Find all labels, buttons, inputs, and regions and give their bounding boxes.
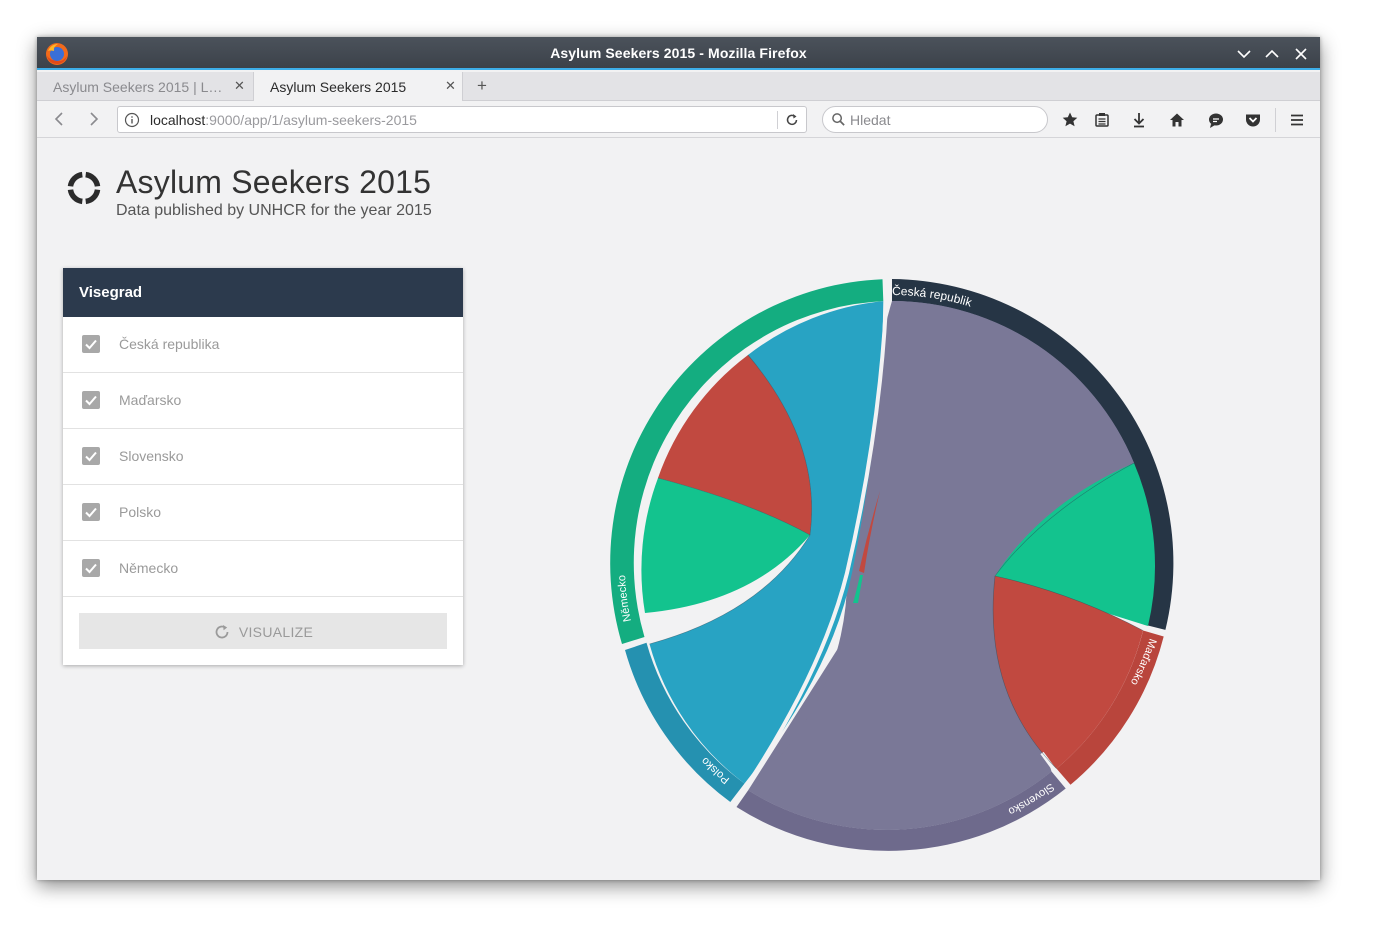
checkbox-checked[interactable] bbox=[82, 447, 100, 465]
tab-label: Asylum Seekers 2015 | L… bbox=[53, 79, 223, 95]
search-placeholder: Hledat bbox=[850, 112, 891, 128]
chord-ribbon-blue[interactable] bbox=[649, 301, 884, 784]
minimize-button[interactable] bbox=[1233, 43, 1255, 65]
country-row[interactable]: Česká republika bbox=[63, 317, 463, 373]
country-row[interactable]: Polsko bbox=[63, 485, 463, 541]
chord-ribbon-green-center[interactable] bbox=[853, 575, 863, 603]
chat-icon[interactable] bbox=[1207, 111, 1225, 129]
search-bar[interactable]: Hledat bbox=[822, 106, 1048, 133]
group-arc-madarsko[interactable] bbox=[1056, 630, 1164, 785]
bookmark-star-icon[interactable] bbox=[1061, 111, 1079, 129]
group-arc-slovensko[interactable] bbox=[736, 771, 1066, 851]
chord-ribbon-green-left[interactable] bbox=[641, 478, 810, 613]
chord-gap-line bbox=[1040, 751, 1066, 785]
checkbox-checked[interactable] bbox=[82, 503, 100, 521]
country-row[interactable]: Německo bbox=[63, 541, 463, 597]
maximize-button[interactable] bbox=[1261, 43, 1283, 65]
back-arrow-icon[interactable] bbox=[49, 109, 69, 129]
page-title: Asylum Seekers 2015 bbox=[116, 164, 432, 200]
group-arc-polsko[interactable] bbox=[625, 642, 745, 802]
ribbon-outline bbox=[992, 575, 1057, 769]
page-subtitle: Data published by UNHCR for the year 201… bbox=[116, 202, 432, 219]
checkmark-icon bbox=[85, 563, 97, 574]
chord-ribbon-red-center[interactable] bbox=[859, 491, 880, 573]
chord-ribbon-red-left[interactable] bbox=[658, 355, 812, 535]
chevron-down-icon bbox=[1237, 50, 1251, 59]
chord-ribbon-red-right[interactable] bbox=[993, 576, 1143, 769]
country-row[interactable]: Maďarsko bbox=[63, 373, 463, 429]
checkmark-icon bbox=[85, 451, 97, 462]
menu-hamburger-icon[interactable] bbox=[1288, 111, 1306, 129]
new-tab-button[interactable]: + bbox=[477, 76, 487, 95]
url-text: localhost:9000/app/1/asylum-seekers-2015 bbox=[150, 112, 417, 128]
info-icon[interactable] bbox=[124, 112, 140, 128]
checkbox-checked[interactable] bbox=[82, 335, 100, 353]
ribbon-outline bbox=[657, 477, 811, 536]
panel-heading: Visegrad bbox=[63, 268, 463, 317]
url-host: localhost bbox=[150, 112, 206, 128]
firefox-logo-icon bbox=[46, 43, 68, 65]
country-label: Česká republika bbox=[119, 336, 220, 352]
checkmark-icon bbox=[85, 339, 97, 350]
title-bar: Asylum Seekers 2015 - Mozilla Firefox bbox=[37, 37, 1320, 70]
close-icon bbox=[1295, 48, 1307, 60]
country-label: Slovensko bbox=[119, 448, 184, 464]
chord-ribbon-purple-main[interactable] bbox=[748, 301, 1134, 830]
chord-gap-line bbox=[1141, 626, 1167, 636]
bookmarks-list-icon[interactable] bbox=[1093, 111, 1111, 129]
group-arc-nemecko[interactable] bbox=[610, 279, 884, 644]
tab-bar: Asylum Seekers 2015 | L… ✕ Asylum Seeker… bbox=[37, 72, 1320, 102]
browser-window: Asylum Seekers 2015 - Mozilla Firefox As… bbox=[37, 37, 1320, 880]
checkbox-checked[interactable] bbox=[82, 559, 100, 577]
search-icon bbox=[832, 113, 845, 126]
country-filter-panel: Visegrad Česká republika Maďarsko Sloven… bbox=[63, 268, 463, 665]
tab-active[interactable]: Asylum Seekers 2015 ✕ bbox=[253, 72, 463, 102]
checkmark-icon bbox=[85, 507, 97, 518]
chord-diagram: Česká republika Maďarsko Slovensko Polsk… bbox=[602, 273, 1174, 851]
tab-close-icon[interactable]: ✕ bbox=[234, 78, 245, 93]
url-bar[interactable]: localhost:9000/app/1/asylum-seekers-2015 bbox=[117, 106, 807, 133]
url-path: :9000/app/1/asylum-seekers-2015 bbox=[205, 112, 417, 128]
forward-arrow-icon[interactable] bbox=[84, 109, 104, 129]
chord-ribbon-green-right[interactable] bbox=[995, 463, 1156, 626]
refresh-icon bbox=[215, 625, 229, 639]
country-label: Polsko bbox=[119, 504, 162, 520]
country-label: Německo bbox=[119, 560, 179, 576]
app-logo-icon bbox=[67, 171, 101, 205]
checkmark-icon bbox=[85, 395, 97, 406]
pocket-icon[interactable] bbox=[1244, 111, 1262, 129]
tab-close-icon[interactable]: ✕ bbox=[445, 78, 456, 93]
reload-icon[interactable] bbox=[784, 112, 800, 128]
tab-label: Asylum Seekers 2015 bbox=[270, 79, 407, 95]
download-icon[interactable] bbox=[1130, 111, 1148, 129]
chord-gap-line bbox=[740, 282, 889, 795]
close-window-button[interactable] bbox=[1290, 43, 1312, 65]
window-title: Asylum Seekers 2015 - Mozilla Firefox bbox=[550, 45, 807, 61]
toolbar-divider bbox=[1275, 108, 1276, 132]
navigation-bar: localhost:9000/app/1/asylum-seekers-2015… bbox=[37, 101, 1320, 138]
home-icon[interactable] bbox=[1168, 111, 1186, 129]
chevron-up-icon bbox=[1265, 49, 1279, 58]
chord-gap-line bbox=[621, 639, 643, 649]
tab-inactive[interactable]: Asylum Seekers 2015 | L… ✕ bbox=[37, 72, 253, 101]
country-label: Maďarsko bbox=[119, 392, 182, 408]
checkbox-checked[interactable] bbox=[82, 391, 100, 409]
visualize-label: VISUALIZE bbox=[238, 624, 314, 640]
visualize-button[interactable]: VISUALIZE bbox=[79, 613, 447, 649]
country-row[interactable]: Slovensko bbox=[63, 429, 463, 485]
ribbon-outline bbox=[994, 462, 1144, 631]
page-content: Asylum Seekers 2015 Data published by UN… bbox=[37, 138, 1320, 880]
url-divider bbox=[777, 111, 778, 129]
